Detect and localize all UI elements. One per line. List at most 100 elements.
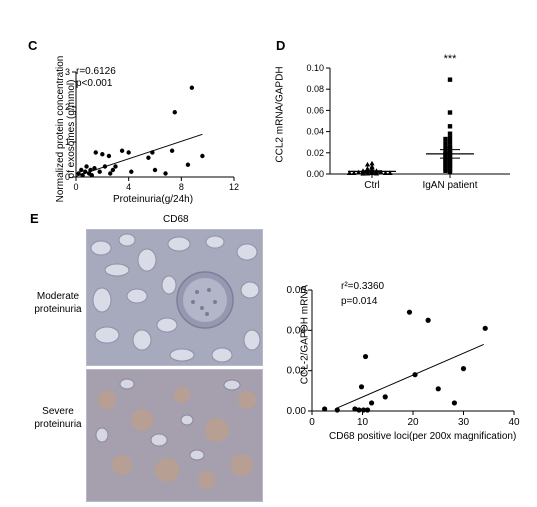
chart-d-ytick-label-3: 0.06 bbox=[306, 105, 324, 115]
chart-e-point-13 bbox=[435, 386, 441, 392]
chart-e-trendline bbox=[337, 343, 484, 409]
chart-c-ytick-label-3: 3 bbox=[65, 67, 70, 77]
micrograph-severe-proteinuria bbox=[86, 369, 263, 502]
chart-e-point-7 bbox=[364, 407, 371, 413]
chart-e-point-6 bbox=[362, 353, 369, 360]
chart-e-point-5 bbox=[360, 407, 367, 413]
chart-c-point-22 bbox=[152, 167, 158, 173]
chart-e-point-1 bbox=[334, 407, 340, 413]
chart-c-point-1 bbox=[79, 167, 84, 173]
chart-c-point-25 bbox=[172, 110, 177, 115]
chart-c-annotation-r: r=0.6126 bbox=[76, 66, 116, 77]
chart-d-igan-point-7 bbox=[443, 141, 448, 146]
chart-d-igan-point-4 bbox=[447, 135, 453, 141]
micrograph-moderate-proteinuria bbox=[86, 229, 263, 366]
chart-c-point-13 bbox=[106, 153, 112, 159]
chart-c-point-26 bbox=[185, 162, 191, 167]
chart-d-igan-point-3 bbox=[447, 131, 453, 136]
chart-c-point-16 bbox=[113, 164, 118, 169]
chart-c-point-18 bbox=[126, 150, 131, 155]
chart-d-ctrl-point-20 bbox=[364, 170, 371, 176]
chart-d-ctrl-point-15 bbox=[382, 170, 389, 175]
chart-e-xtick-label-4: 40 bbox=[508, 417, 520, 428]
chart-e-point-15 bbox=[460, 366, 467, 372]
chart-e-xtick-label-3: 30 bbox=[458, 417, 470, 428]
chart-e-annotation-p: p=0.014 bbox=[341, 296, 378, 307]
chart-c-xtick-label-0: 0 bbox=[73, 182, 78, 192]
chart-e-point-10 bbox=[406, 309, 413, 315]
chart-c-point-23 bbox=[163, 171, 168, 176]
row-label-severe: Severe proteinuria bbox=[30, 405, 86, 431]
panel-letter-e: E bbox=[30, 211, 39, 226]
chart-e-point-12 bbox=[425, 317, 431, 323]
chart-d-igan-point-6 bbox=[447, 140, 453, 145]
chart-c-xtick-label-2: 8 bbox=[179, 182, 184, 192]
chart-d-ctrl-point-0 bbox=[369, 160, 375, 166]
chart-e-ytick-label-2: 0.04 bbox=[287, 325, 307, 336]
chart-d-ctrl-point-1 bbox=[364, 161, 371, 167]
row-label-moderate-line-1: Moderate bbox=[36, 291, 80, 302]
chart-d-ctrl-point-18 bbox=[346, 170, 353, 175]
chart-e-point-8 bbox=[368, 400, 375, 406]
chart-d-significance: *** bbox=[444, 53, 458, 65]
chart-e-point-14 bbox=[451, 400, 458, 406]
micrograph-title: CD68 bbox=[163, 214, 189, 225]
chart-c-xlabel: Proteinuria(g/24h) bbox=[113, 194, 194, 205]
chart-d-ytick-label-0: 0.00 bbox=[306, 169, 324, 179]
chart-c-point-9 bbox=[93, 150, 98, 155]
chart-c-point-24 bbox=[169, 148, 175, 153]
chart-d-ctrl-point-22 bbox=[360, 171, 366, 176]
chart-e-point-0 bbox=[322, 406, 328, 412]
chart-e-xlabel: CD68 positive loci(per 200x magnificatio… bbox=[329, 431, 517, 442]
row-label-severe-line-1: Severe bbox=[42, 406, 74, 417]
chart-c-point-4 bbox=[84, 164, 89, 169]
chart-d-ytick-label-4: 0.08 bbox=[306, 84, 324, 94]
chart-e-point-4 bbox=[358, 384, 365, 390]
chart-d-igan-point-30 bbox=[443, 168, 448, 174]
chart-d-ctrl-point-14 bbox=[355, 169, 362, 175]
micrograph-moderate-texture bbox=[87, 230, 262, 365]
chart-d-category-label-0: Ctrl bbox=[364, 180, 380, 191]
chart-d-ytick-label-2: 0.04 bbox=[306, 127, 324, 137]
chart-c-point-15 bbox=[110, 167, 116, 173]
chart-e-point-3 bbox=[356, 407, 362, 413]
chart-c-ytick-label-1: 1 bbox=[65, 137, 70, 147]
chart-c-xtick-label-1: 4 bbox=[126, 182, 131, 192]
chart-c-point-14 bbox=[108, 171, 113, 176]
chart-d-ctrl-point-19 bbox=[369, 170, 375, 176]
chart-e-point-2 bbox=[352, 406, 358, 412]
micrograph-severe-texture bbox=[87, 370, 262, 501]
chart-c-annotation-p: p<0.001 bbox=[76, 78, 113, 89]
chart-e-ytick-label-3: 0.06 bbox=[287, 285, 307, 296]
panel-letter-d: D bbox=[276, 38, 286, 53]
chart-c-point-27 bbox=[189, 85, 195, 90]
chart-d-igan-point-2 bbox=[447, 124, 453, 129]
chart-d-igan-point-5 bbox=[443, 136, 448, 142]
chart-c-ytick-label-2: 2 bbox=[65, 102, 70, 112]
chart-e-xtick-label-0: 0 bbox=[309, 417, 315, 428]
chart-d-ctrl-point-21 bbox=[373, 170, 380, 176]
chart-d-ctrl-point-17 bbox=[387, 170, 393, 175]
panel-letter-c: C bbox=[28, 38, 38, 53]
chart-e-xtick-label-1: 10 bbox=[357, 417, 369, 428]
chart-d-ctrl-point-16 bbox=[351, 170, 357, 175]
chart-e-point-16 bbox=[482, 325, 488, 331]
chart-c-xtick-label-3: 12 bbox=[229, 182, 239, 192]
chart-d-igan-point-0 bbox=[447, 77, 453, 82]
chart-c-trendline bbox=[75, 133, 203, 177]
chart-d-ytick-label-5: 0.10 bbox=[306, 63, 324, 73]
chart-e-ytick-label-1: 0.02 bbox=[287, 366, 307, 377]
chart-d-igan-point-31 bbox=[447, 169, 453, 175]
chart-c-point-28 bbox=[200, 153, 205, 159]
chart-c-point-20 bbox=[146, 155, 151, 160]
row-label-moderate: Moderate proteinuria bbox=[30, 290, 86, 316]
chart-e-ytick-label-0: 0.00 bbox=[287, 406, 307, 417]
chart-d-ytick-label-1: 0.02 bbox=[306, 148, 324, 158]
chart-c-point-11 bbox=[100, 152, 105, 157]
chart-d-category-label-1: IgAN patient bbox=[422, 180, 477, 191]
row-label-severe-line-2: proteinuria bbox=[34, 419, 82, 430]
chart-e-point-9 bbox=[382, 394, 388, 400]
